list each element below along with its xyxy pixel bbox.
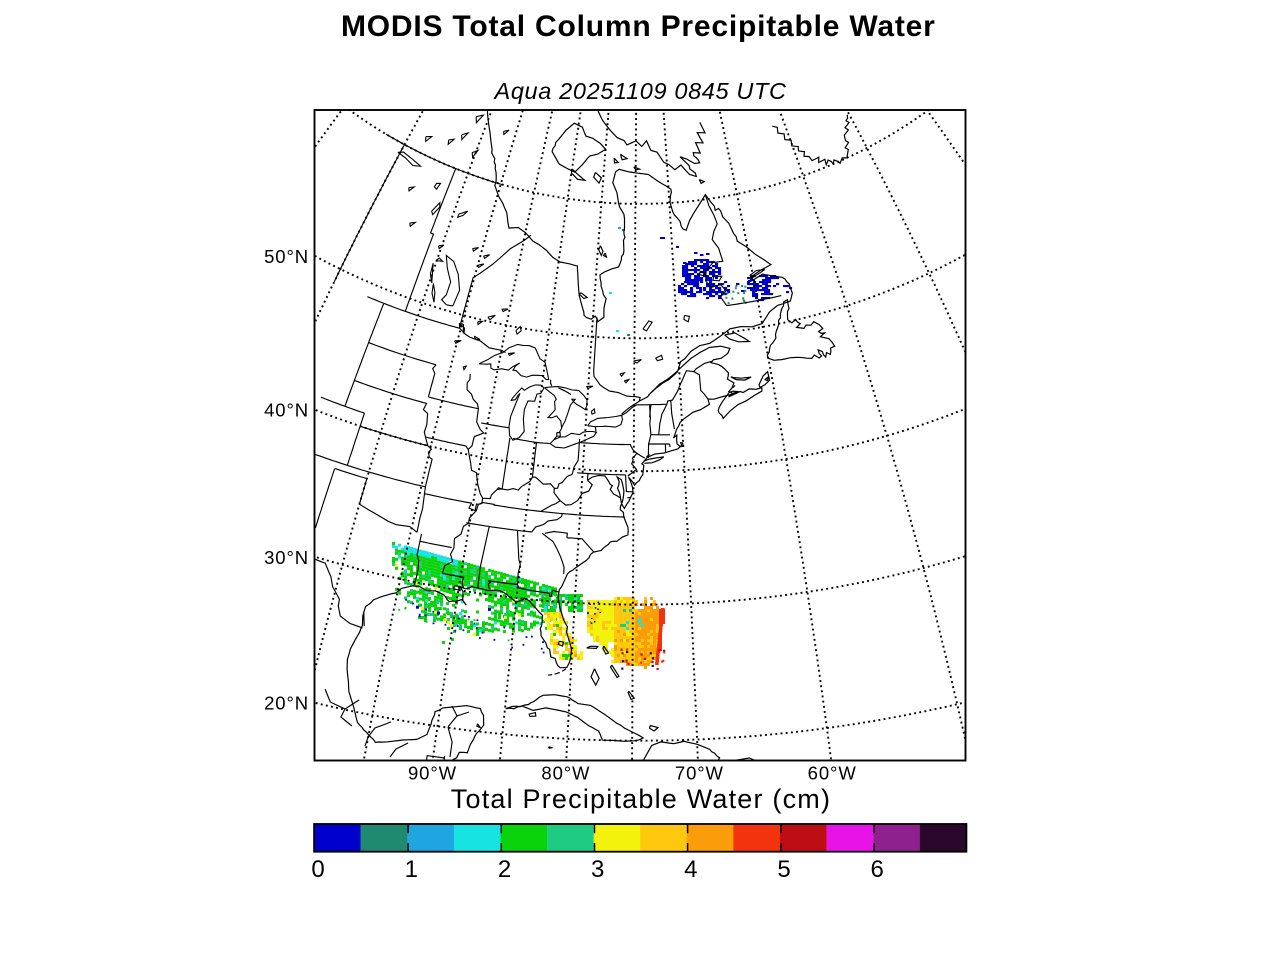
svg-text:50°N: 50°N: [264, 246, 309, 267]
svg-text:5: 5: [777, 856, 790, 883]
svg-text:1: 1: [405, 856, 418, 883]
svg-text:MODIS Total Column Precipitabl: MODIS Total Column Precipitable Water: [341, 10, 936, 43]
svg-text:0: 0: [311, 856, 324, 883]
svg-text:Aqua 20251109 0845 UTC: Aqua 20251109 0845 UTC: [493, 78, 788, 104]
svg-text:30°N: 30°N: [264, 547, 309, 568]
svg-text:4: 4: [684, 856, 697, 883]
svg-text:90°W: 90°W: [408, 763, 457, 784]
svg-text:60°W: 60°W: [808, 763, 857, 784]
svg-text:2: 2: [498, 856, 511, 883]
svg-text:20°N: 20°N: [264, 693, 309, 714]
svg-text:40°N: 40°N: [264, 400, 309, 421]
svg-text:6: 6: [871, 856, 884, 883]
svg-text:80°W: 80°W: [541, 763, 590, 784]
svg-text:70°W: 70°W: [675, 763, 724, 784]
svg-text:3: 3: [591, 856, 604, 883]
svg-text:Total Precipitable Water (cm): Total Precipitable Water (cm): [451, 784, 831, 814]
